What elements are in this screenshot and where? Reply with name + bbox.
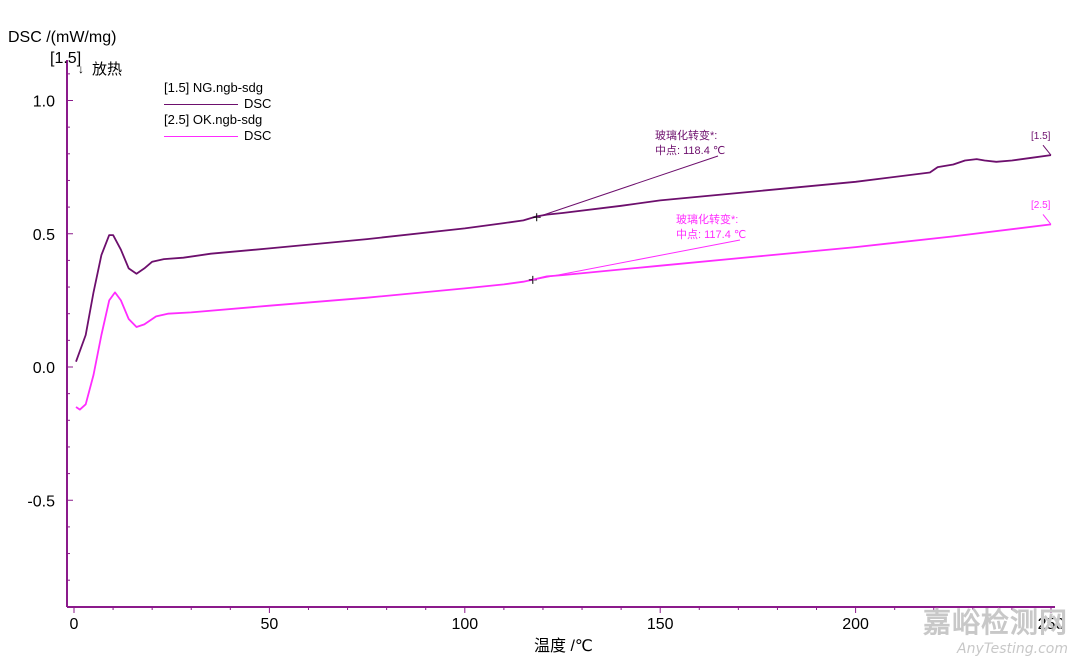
y-tick-label: 0.5 — [33, 227, 55, 244]
series-end-tag: [2.5] — [1031, 200, 1051, 212]
watermark-cn: 嘉峪检测网 — [922, 606, 1068, 639]
annotation-layer — [528, 155, 741, 284]
annotation-leader — [536, 155, 719, 218]
y-tick-label: 0.0 — [33, 360, 55, 377]
exo-down-arrow-icon: ↓ — [78, 62, 84, 76]
legend-entry-title: [1.5] NG.ngb-sdg — [164, 80, 263, 95]
watermark-en: AnyTesting.com — [957, 641, 1068, 657]
tg-annotation-number: 118.4 ℃ — [683, 145, 726, 157]
end-tag-leader — [1042, 214, 1052, 225]
y-axis-title: DSC /(mW/mg) — [8, 29, 117, 46]
tg-annotation-value: 中点: 118.4 ℃ — [655, 144, 725, 159]
series-end-tag: [1.5] — [1031, 131, 1051, 143]
x-tick-label: 250 — [1038, 616, 1065, 633]
tg-annotation-label: 中点: — [676, 229, 705, 241]
end-tag-leader — [1042, 144, 1052, 156]
tg-annotation: 玻璃化转变*: 中点: 118.4 ℃ — [655, 129, 725, 159]
y-tick-label: -0.5 — [27, 493, 55, 510]
tg-annotation-number: 117.4 ℃ — [704, 229, 747, 241]
exo-label: 放热 — [92, 61, 123, 78]
series-layer — [75, 144, 1052, 411]
tg-annotation-title: 玻璃化转变*: — [676, 214, 739, 226]
legend-entry-signal: DSC — [244, 128, 272, 143]
x-tick-label: 150 — [647, 616, 674, 633]
legend-swatch — [164, 104, 238, 105]
annotation-leader — [532, 239, 741, 281]
tg-annotation-title: 玻璃化转变*: — [655, 130, 718, 142]
legend-swatch — [164, 136, 238, 137]
x-axis-title: 温度 /℃ — [534, 638, 593, 655]
tg-annotation-label: 中点: — [655, 145, 684, 157]
x-tick-label: 50 — [261, 616, 279, 633]
tg-annotation: 玻璃化转变*: 中点: 117.4 ℃ — [676, 213, 746, 243]
watermark: 嘉峪检测网 AnyTesting.com — [923, 601, 1068, 657]
axes: 1.0 0.5 0.0 -0.5 0 50 100 150 200 250 — [27, 60, 1064, 633]
series-line-2 — [75, 223, 1052, 411]
series-line-1 — [75, 154, 1052, 363]
y-tick-label: 1.0 — [33, 94, 55, 111]
x-tick-label: 100 — [451, 616, 478, 633]
legend-entry-signal: DSC — [244, 96, 272, 111]
x-tick-label: 0 — [70, 616, 79, 633]
x-tick-label: 200 — [842, 616, 869, 633]
tg-annotation-value: 中点: 117.4 ℃ — [676, 228, 746, 243]
y-axis-bracket-label: [1.5] — [50, 50, 82, 67]
legend-entry-title: [2.5] OK.ngb-sdg — [164, 112, 263, 127]
